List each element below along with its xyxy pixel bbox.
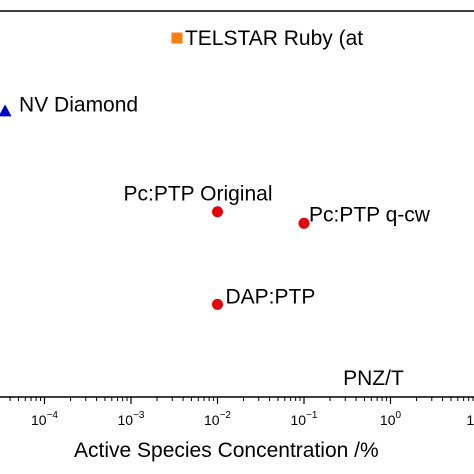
x-tick-label: 101 [466,410,474,428]
data-point-circle [212,298,223,310]
data-point-label: Pc:PTP q-cw [309,203,431,226]
x-tick-label: 10−4 [31,410,58,428]
data-point-label: DAP:PTP [226,285,316,308]
x-tick-label: 10−3 [118,410,145,428]
x-axis-title: Active Species Concentration /% [74,439,379,462]
data-points: TELSTAR Ruby (at NV Diamond Pc:PTP Origina… [0,27,431,390]
data-point-triangle [0,104,12,117]
data-point-label: NV Diamond [19,93,138,116]
data-point-label: Pc:PTP Original [124,183,273,206]
data-point-label: PNZ/T [343,367,404,390]
data-point-label: TELSTAR Ruby (at [185,27,363,50]
x-axis-ticks: 10−4 10−3 10−2 10−1 100 101 [9,397,474,428]
data-point-circle [298,217,310,229]
x-tick-label: 100 [380,410,402,428]
x-tick-label: 10−1 [291,410,318,428]
data-point-square [171,32,183,44]
data-point-circle [212,206,223,218]
x-tick-label: 10−2 [204,410,231,428]
